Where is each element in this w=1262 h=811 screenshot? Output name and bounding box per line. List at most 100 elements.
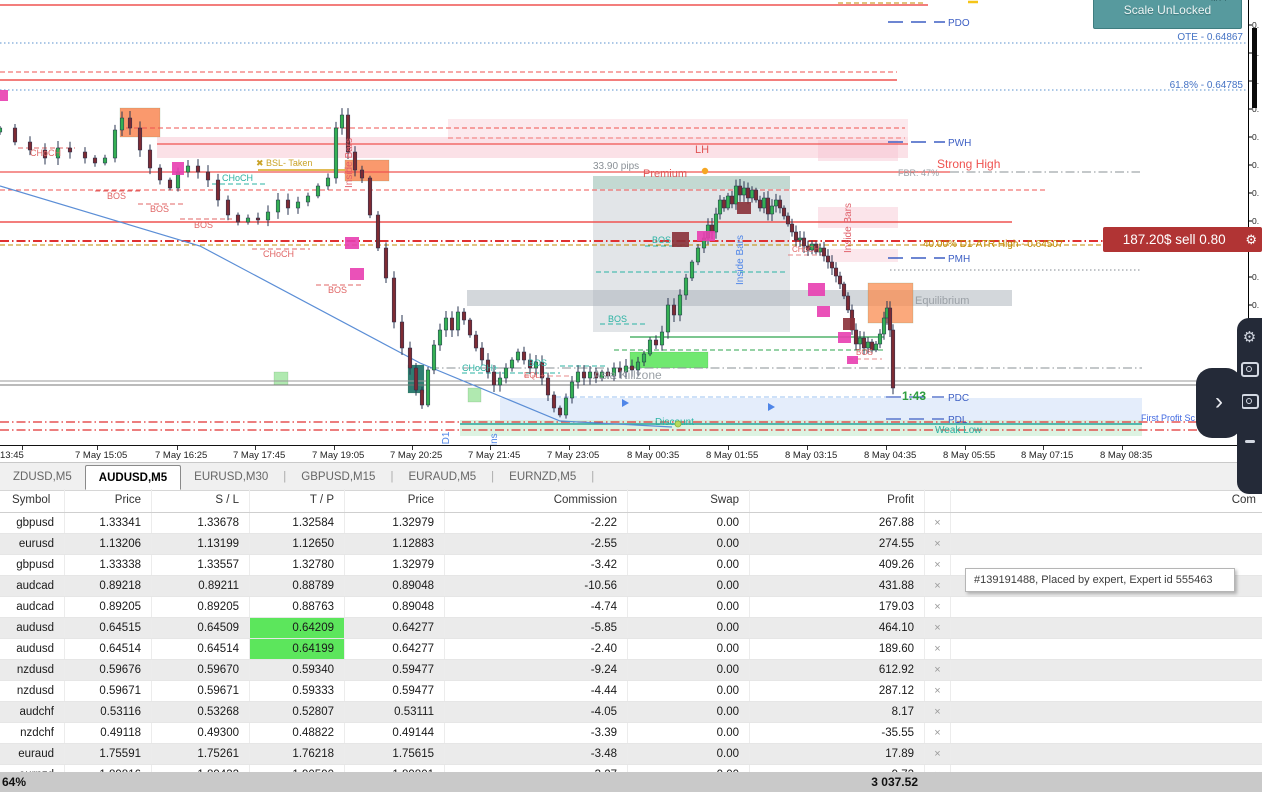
sl-cell: 0.49300 bbox=[152, 723, 250, 743]
sl-cell: 0.53268 bbox=[152, 702, 250, 722]
time-tick-label: 7 May 17:45 bbox=[233, 450, 286, 461]
column-header[interactable]: Swap bbox=[628, 489, 750, 512]
column-header[interactable]: Symbol bbox=[0, 489, 65, 512]
total-profit: 3 037.52 bbox=[871, 775, 918, 789]
chart-tab-eurusd-m30[interactable]: EURUSD,M30 bbox=[194, 470, 269, 483]
time-tick bbox=[728, 446, 729, 450]
symbol-cell: nzdusd bbox=[0, 681, 65, 701]
chart-tabs-bar[interactable]: ZDUSD,M5 AUDUSD,M5 EURUSD,M30 | GBPUSD,M15 | E… bbox=[0, 462, 1262, 491]
gear-icon[interactable]: ⚙ bbox=[1245, 231, 1257, 247]
column-header[interactable]: Com bbox=[1231, 494, 1256, 506]
table-row[interactable]: nzdchf 0.49118 0.49300 0.48822 0.49144 -3.39 0… bbox=[0, 723, 1262, 744]
svg-text:PDL: PDL bbox=[948, 415, 968, 426]
svg-text:Discount: Discount bbox=[655, 417, 694, 428]
table-row[interactable]: gbpusd 1.33338 1.33557 1.32780 1.32979 -3.42 0… bbox=[0, 555, 1262, 576]
table-row[interactable]: gbpusd 1.33341 1.33678 1.32584 1.32979 -2.22 0… bbox=[0, 513, 1262, 534]
time-tick-label: 7 May 23:05 bbox=[547, 450, 600, 461]
svg-text:Asia Killzone: Asia Killzone bbox=[593, 368, 662, 382]
svg-text:33.90 pips: 33.90 pips bbox=[593, 161, 639, 172]
time-axis[interactable]: 13:45 7 May 15:05 7 May 16:25 7 May 17:45 7 … bbox=[0, 445, 1262, 463]
close-position-icon[interactable]: × bbox=[925, 513, 951, 533]
table-row[interactable]: audusd 0.64515 0.64509 0.64209 0.64277 -5.85 0… bbox=[0, 618, 1262, 639]
tp-cell: 0.64199 bbox=[250, 639, 345, 659]
svg-text:CHoCH: CHoCH bbox=[222, 173, 253, 183]
svg-text:BOS: BOS bbox=[856, 348, 873, 357]
column-header[interactable]: Commission bbox=[445, 489, 628, 512]
candlestick-chart[interactable]: CHoCH BOS BOS BOS CHoCH CHoCH BOS ✖ BSL- Taken 33… bbox=[0, 0, 1262, 445]
svg-text:CHoCH: CHoCH bbox=[792, 245, 820, 254]
close-position-icon[interactable]: × bbox=[925, 555, 951, 575]
column-header[interactable]: Price bbox=[345, 489, 445, 512]
column-header[interactable]: Price bbox=[65, 489, 152, 512]
svg-text:Inside Bars: Inside Bars bbox=[843, 203, 854, 253]
close-position-icon[interactable]: × bbox=[925, 576, 951, 596]
column-header[interactable] bbox=[925, 489, 951, 512]
table-row[interactable]: audcad 0.89205 0.89205 0.88763 0.89048 -4.74 0… bbox=[0, 597, 1262, 618]
chart-tab-audusd-m5[interactable]: AUDUSD,M5 bbox=[84, 465, 182, 490]
current-price-cell: 0.59477 bbox=[345, 660, 445, 680]
column-header[interactable]: Profit bbox=[750, 489, 925, 512]
comment-cell bbox=[951, 534, 1262, 554]
close-position-icon[interactable]: × bbox=[925, 744, 951, 764]
current-price-cell: 0.89048 bbox=[345, 597, 445, 617]
current-price-cell: 1.32979 bbox=[345, 555, 445, 575]
gear-icon[interactable]: ⚙ bbox=[1242, 329, 1257, 346]
tp-cell: 0.88763 bbox=[250, 597, 345, 617]
symbol-cell: nzdchf bbox=[0, 723, 65, 743]
comment-cell bbox=[951, 660, 1262, 680]
svg-text:BOS: BOS bbox=[194, 220, 213, 230]
table-row[interactable]: nzdusd 0.59676 0.59670 0.59340 0.59477 -9.24 0… bbox=[0, 660, 1262, 681]
commission-cell: -3.48 bbox=[445, 744, 628, 764]
screenshot-icon[interactable] bbox=[1240, 362, 1259, 377]
commission-cell: -2.40 bbox=[445, 639, 628, 659]
table-row[interactable]: eurusd 1.13206 1.13199 1.12650 1.12883 -2.55 0… bbox=[0, 534, 1262, 555]
close-position-icon[interactable]: × bbox=[925, 534, 951, 554]
time-tick bbox=[649, 446, 650, 450]
close-position-icon[interactable]: × bbox=[925, 660, 951, 680]
close-position-icon[interactable]: × bbox=[925, 723, 951, 743]
sell-position-label: 187.20$ sell 0.80 bbox=[1122, 232, 1226, 247]
profit-cell: 431.88 bbox=[750, 576, 925, 596]
time-tick-label: 7 May 15:05 bbox=[75, 450, 128, 461]
close-position-icon[interactable]: × bbox=[925, 597, 951, 617]
order-tooltip: #139191488, Placed by expert, Expert id … bbox=[965, 568, 1235, 592]
time-tick bbox=[1122, 446, 1123, 450]
svg-text:CHoCH: CHoCH bbox=[30, 148, 61, 158]
current-price-cell: 0.53111 bbox=[345, 702, 445, 722]
close-position-icon[interactable]: × bbox=[925, 618, 951, 638]
comment-cell bbox=[951, 744, 1262, 764]
close-position-icon[interactable]: × bbox=[925, 639, 951, 659]
swap-cell: 0.00 bbox=[628, 513, 750, 533]
comment-cell bbox=[951, 702, 1262, 722]
scale-lock-button[interactable]: MT4 Scale UnLocked bbox=[1093, 0, 1242, 29]
sl-cell: 0.89211 bbox=[152, 576, 250, 596]
chart-tab-gbpusd-m15[interactable]: GBPUSD,M15 bbox=[301, 470, 376, 483]
profit-cell: -35.55 bbox=[750, 723, 925, 743]
table-row[interactable]: audusd 0.64514 0.64514 0.64199 0.64277 -2.40 0… bbox=[0, 639, 1262, 660]
chart-tab-euraud-m5[interactable]: EURAUD,M5 bbox=[408, 470, 477, 483]
chart-tab-eurnzd-m5[interactable]: EURNZD,M5 bbox=[509, 470, 577, 483]
table-row[interactable]: nzdusd 0.59671 0.59671 0.59333 0.59477 -4.44 0… bbox=[0, 681, 1262, 702]
close-position-icon[interactable]: × bbox=[925, 681, 951, 701]
side-panel-toggle[interactable]: › bbox=[1196, 368, 1242, 438]
svg-text:BOS: BOS bbox=[107, 191, 126, 201]
chart-tab-zdusd-m5[interactable]: ZDUSD,M5 bbox=[13, 470, 72, 483]
clipboard-capture-icon[interactable] bbox=[1240, 394, 1259, 409]
time-tick bbox=[412, 446, 413, 450]
profit-cell: 8.17 bbox=[750, 702, 925, 722]
table-row[interactable]: audcad 0.89218 0.89211 0.88789 0.89048 -10.56… bbox=[0, 576, 1262, 597]
time-tick bbox=[807, 446, 808, 450]
table-row[interactable]: audchf 0.53116 0.53268 0.52807 0.53111 -4.05 0… bbox=[0, 702, 1262, 723]
column-header[interactable]: T / P bbox=[250, 489, 345, 512]
time-tick-label: 8 May 05:55 bbox=[943, 450, 996, 461]
table-row[interactable]: euraud 1.75591 1.75261 1.76218 1.75615 -3.48 0… bbox=[0, 744, 1262, 765]
sell-position-badge[interactable]: 187.20$ sell 0.80 ⚙ bbox=[1103, 227, 1262, 252]
panel-title-fragment: MT4 bbox=[1094, 0, 1241, 3]
svg-text:BOS: BOS bbox=[328, 285, 347, 295]
symbol-cell: eurusd bbox=[0, 534, 65, 554]
symbol-cell: gbpusd bbox=[0, 555, 65, 575]
column-header[interactable]: S / L bbox=[152, 489, 250, 512]
close-position-icon[interactable]: × bbox=[925, 702, 951, 722]
